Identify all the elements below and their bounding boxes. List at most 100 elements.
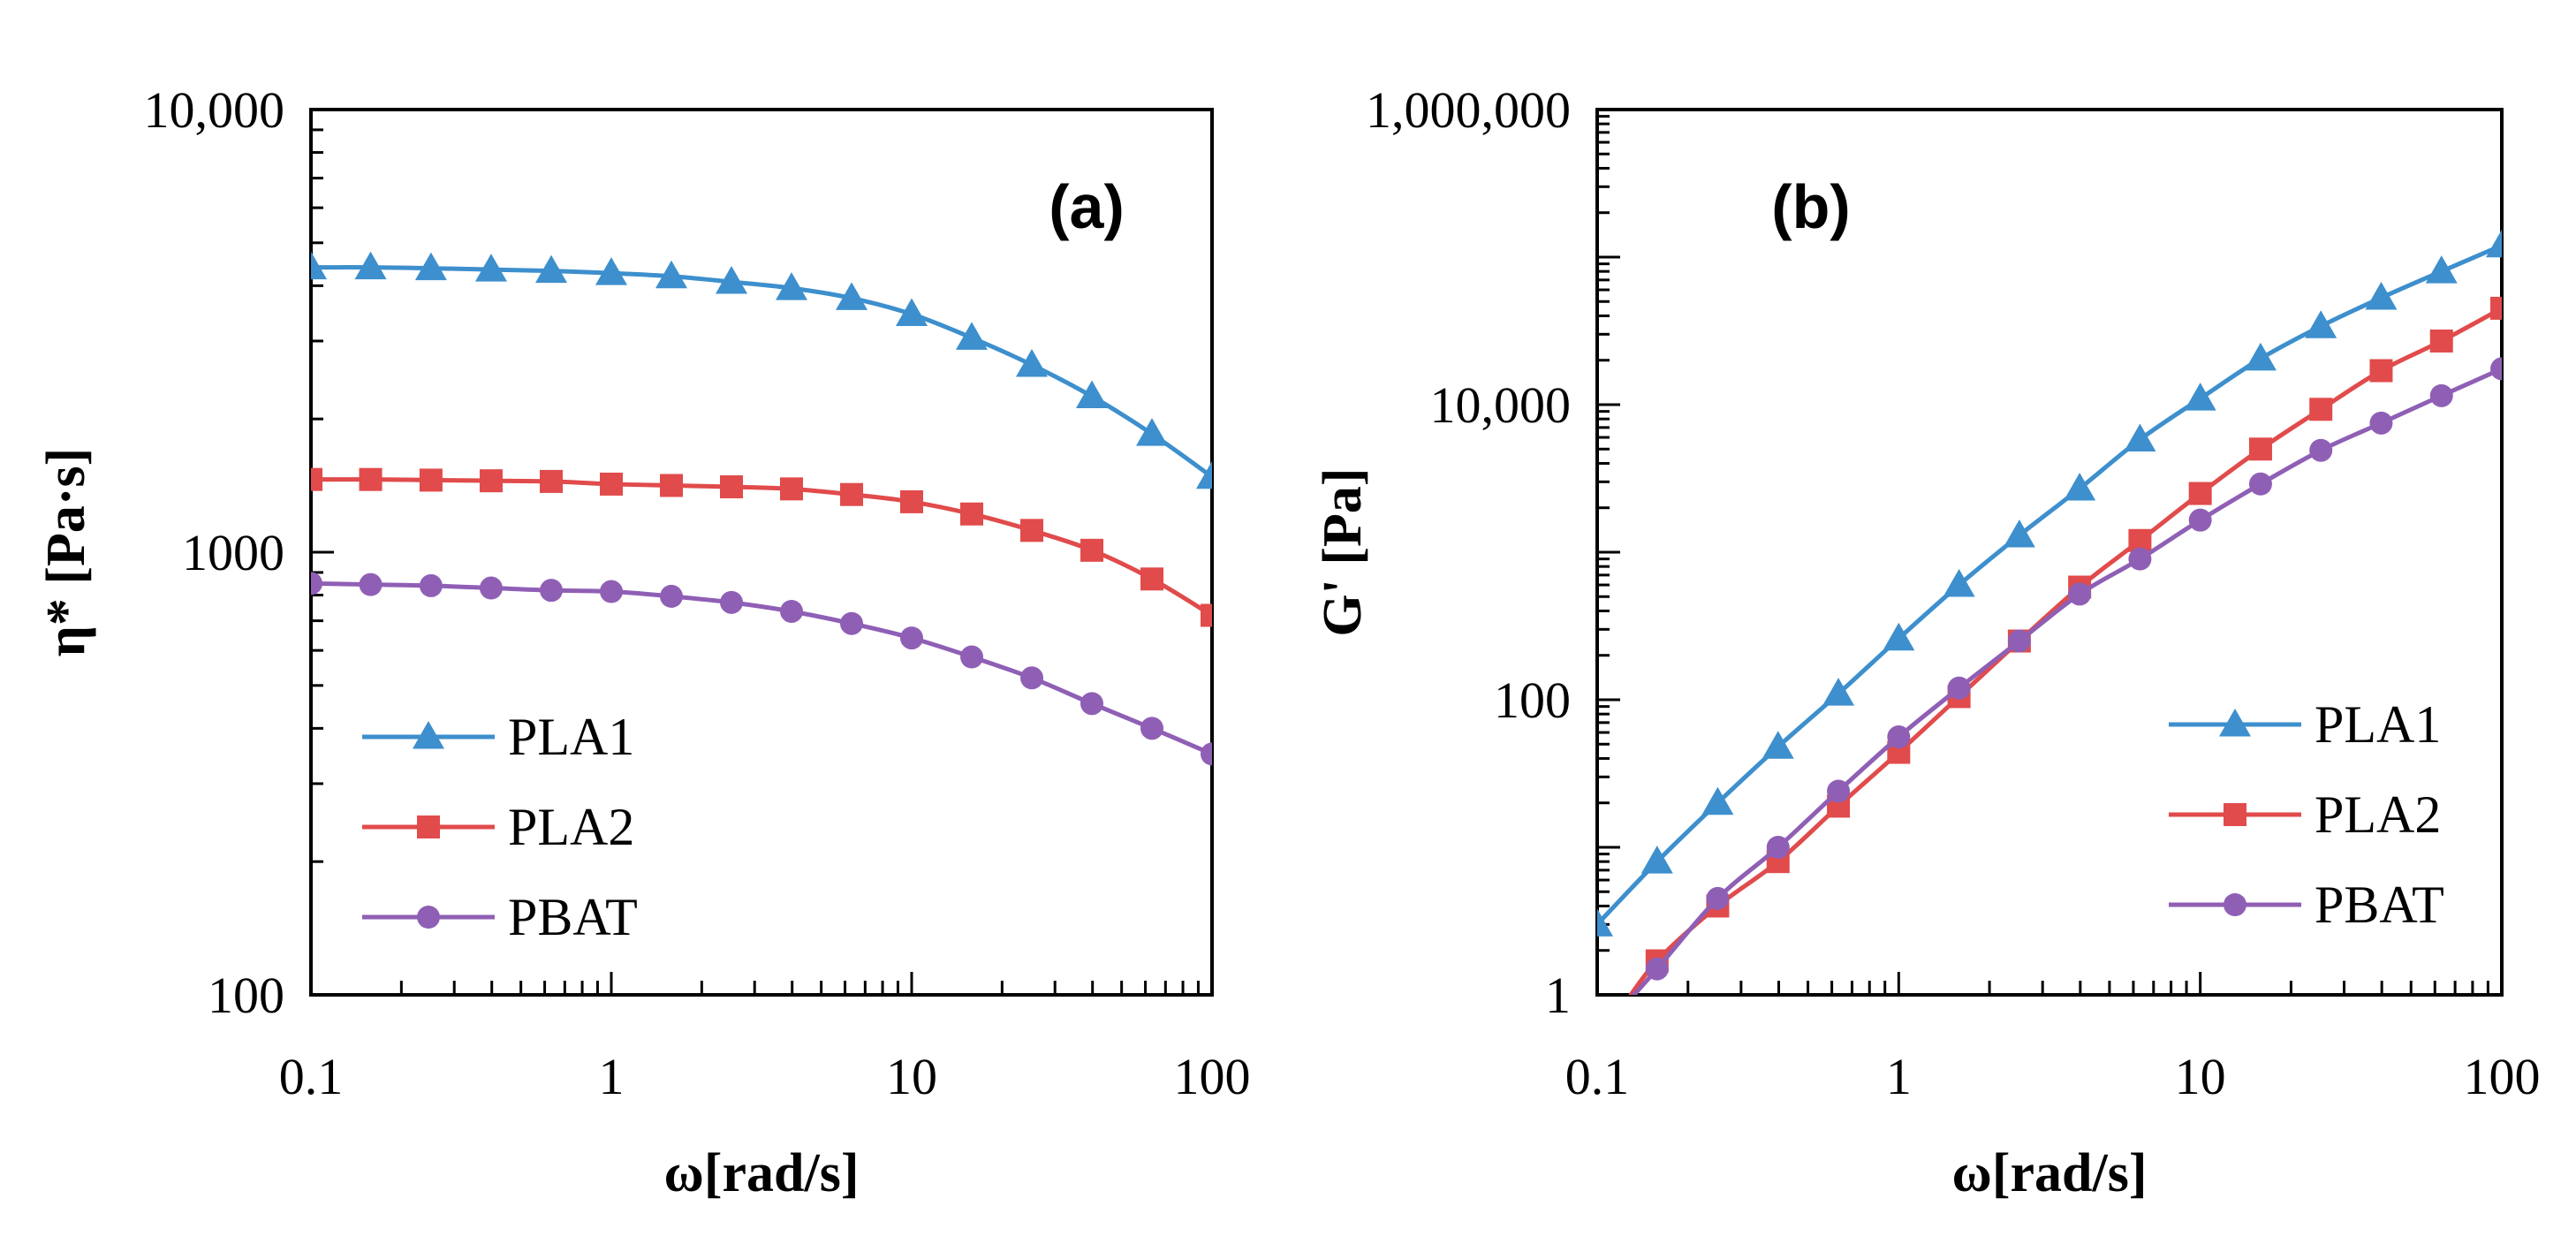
legend: PLA1 PLA2 PBAT	[2169, 695, 2444, 934]
data-point	[716, 266, 748, 294]
legend-marker	[417, 815, 440, 838]
x-tick-label: 100	[2464, 1048, 2541, 1105]
data-point	[660, 584, 684, 608]
legend-marker	[2219, 709, 2251, 737]
data-point	[1136, 418, 1169, 446]
data-point	[2490, 357, 2502, 381]
data-point	[1883, 622, 1915, 651]
data-point	[720, 475, 744, 499]
y-axis-label: G' [Pa]	[1313, 467, 1373, 636]
y-tick-label: 100	[1494, 671, 1571, 729]
data-point	[354, 251, 387, 280]
data-point	[2486, 229, 2502, 258]
data-point	[900, 489, 923, 513]
data-point	[840, 611, 864, 635]
y-tick-label: 10,000	[144, 81, 285, 139]
legend-item-pla1: PLA1	[2169, 695, 2441, 754]
data-point	[2188, 508, 2212, 532]
data-point	[540, 579, 564, 603]
data-point	[2188, 482, 2212, 505]
x-tick-label: 0.1	[279, 1048, 344, 1105]
data-point	[1201, 742, 1212, 766]
plot-area-frame	[309, 108, 1214, 997]
data-point	[2248, 472, 2272, 496]
series-pla2	[311, 467, 1212, 627]
x-tick-label: 10	[2175, 1048, 2226, 1105]
data-point	[2429, 383, 2453, 407]
x-tick-label: 0.1	[1565, 1048, 1630, 1105]
data-point	[2365, 282, 2398, 310]
legend-label: PLA1	[508, 708, 634, 766]
data-point	[311, 572, 322, 595]
data-point	[775, 272, 807, 300]
data-point	[1947, 676, 1971, 700]
data-point	[660, 474, 684, 497]
data-point	[1827, 779, 1851, 803]
data-point	[600, 580, 623, 603]
data-point	[414, 252, 447, 281]
data-point	[896, 298, 928, 327]
legend: PLA1 PLA2 PBAT	[362, 708, 638, 946]
data-point	[535, 254, 568, 284]
data-point	[1887, 725, 1911, 749]
data-point	[960, 645, 984, 669]
legend-item-pla2: PLA2	[2169, 785, 2441, 844]
data-point	[956, 322, 989, 350]
data-point	[720, 590, 744, 614]
data-point	[479, 576, 503, 600]
data-point	[1201, 603, 1212, 627]
legend-label: PBAT	[2315, 876, 2444, 934]
series-pla1	[311, 251, 1212, 489]
data-point	[1140, 717, 1164, 740]
data-point	[1080, 692, 1103, 716]
y-tick-label: 1000	[182, 524, 284, 581]
series-line	[1628, 306, 2502, 995]
y-tick-label: 1	[1545, 967, 1571, 1024]
data-point	[419, 573, 443, 597]
x-tick-label: 10	[886, 1048, 937, 1105]
data-point	[2369, 359, 2393, 383]
legend-item-pla1: PLA1	[362, 708, 634, 766]
data-point	[1762, 731, 1794, 759]
legend-marker	[417, 906, 440, 929]
series-pla1	[1597, 229, 2502, 937]
series-line	[1597, 243, 2502, 927]
y-tick-label: 1,000,000	[1366, 81, 1571, 139]
data-point	[600, 472, 623, 496]
legend-label: PLA2	[2315, 785, 2441, 844]
data-point	[479, 469, 503, 493]
data-point	[779, 599, 803, 623]
panel-b-gprime-chart: 0.1 1 10 100 1 100 10,000 1,000,000 ω[rad/s] G' […	[1313, 81, 2541, 1203]
legend-item-pla2: PLA2	[362, 798, 634, 856]
data-point	[1610, 997, 1633, 1020]
data-point	[900, 626, 923, 650]
data-point	[836, 282, 868, 310]
legend-label: PLA2	[508, 798, 634, 856]
data-point	[359, 467, 383, 491]
data-point	[359, 573, 383, 596]
data-point	[1075, 380, 1108, 409]
x-tick-label: 100	[1174, 1048, 1251, 1105]
y-tick-label: 10,000	[1430, 376, 1572, 434]
data-point	[2369, 411, 2393, 435]
data-point	[2309, 438, 2333, 462]
data-point	[311, 251, 327, 280]
data-point	[1822, 678, 1855, 706]
legend-marker	[2224, 803, 2246, 826]
legend-label: PLA1	[2315, 695, 2441, 754]
data-point	[2007, 629, 2031, 653]
data-point	[2305, 310, 2337, 338]
data-point	[474, 254, 507, 282]
data-point	[1140, 567, 1164, 591]
data-point	[2429, 329, 2453, 353]
x-axis-label: ω[rad/s]	[1952, 1143, 2148, 1203]
x-tick-label: 1	[1886, 1048, 1912, 1105]
data-point	[2124, 423, 2156, 452]
data-point	[1766, 836, 1790, 859]
data-point	[1020, 666, 1044, 690]
data-point	[779, 477, 803, 501]
data-point	[2490, 296, 2502, 320]
data-point	[960, 502, 984, 526]
data-point	[2064, 472, 2096, 501]
data-point	[2425, 255, 2458, 284]
